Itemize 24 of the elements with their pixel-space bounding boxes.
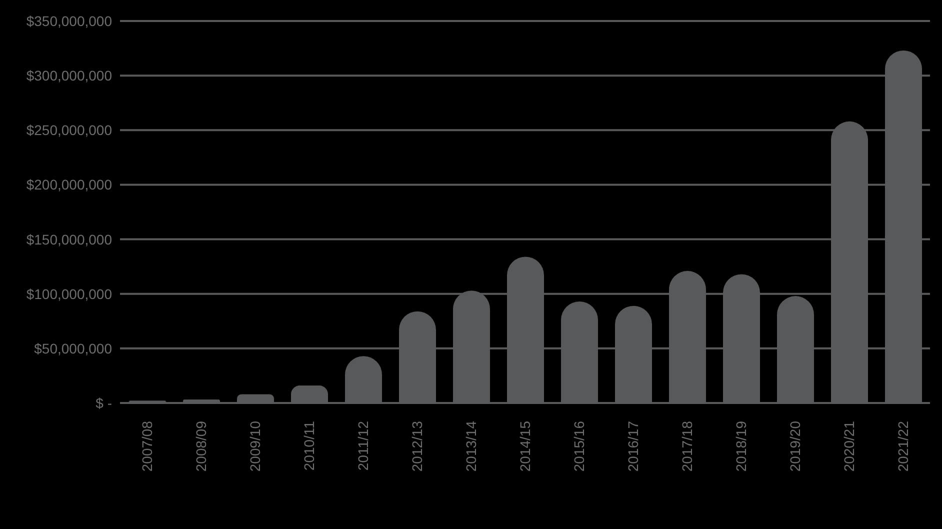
x-tick-label: 2014/15 [517,420,533,472]
y-tick-label: $100,000,000 [26,286,112,302]
x-tick-label: 2018/19 [733,420,749,472]
x-tick-label: 2013/14 [463,420,479,472]
y-tick-label: $200,000,000 [26,176,112,193]
x-tick-label: 2008/09 [193,420,209,472]
y-tick-label: $300,000,000 [26,68,112,84]
y-tick-label: $ - [96,394,112,411]
y-tick-label: $250,000,000 [26,122,112,138]
x-tick-label: 2010/11 [301,420,317,471]
y-tick-label: $350,000,000 [26,12,112,29]
x-tick-label: 2019/20 [787,420,803,472]
x-tick-label: 2007/08 [139,420,155,472]
x-tick-label: 2011/12 [355,420,371,471]
y-tick-label: $150,000,000 [26,231,112,248]
y-tick-label: $50,000,000 [34,340,112,356]
x-tick-label: 2017/18 [679,420,695,472]
bar [291,386,328,403]
x-tick-label: 2021/22 [895,420,911,472]
x-tick-label: 2016/17 [625,420,641,472]
x-tick-label: 2020/21 [841,420,857,472]
x-tick-label: 2009/10 [247,420,263,472]
x-tick-label: 2012/13 [409,420,425,472]
x-tick-label: 2015/16 [571,420,587,472]
